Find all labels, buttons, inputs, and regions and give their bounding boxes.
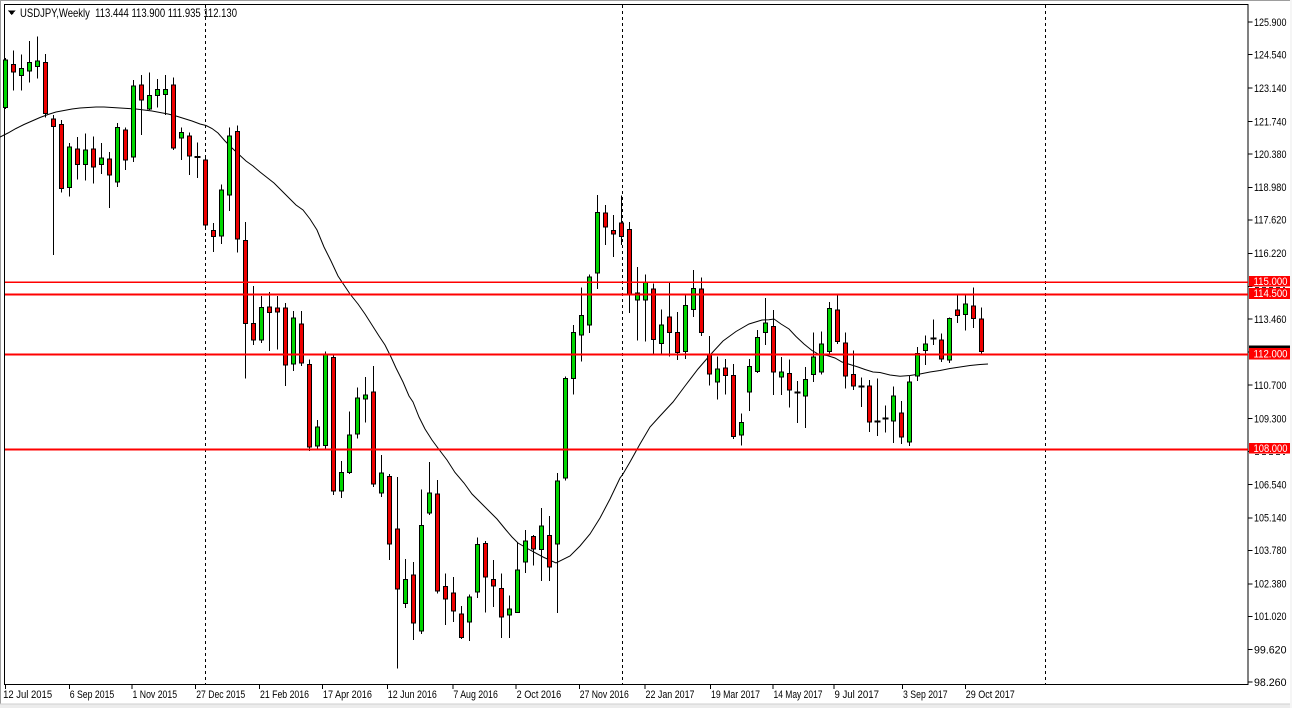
svg-text:14 May 2017: 14 May 2017	[774, 689, 823, 701]
svg-text:116.220: 116.220	[1254, 248, 1287, 260]
svg-text:125.900: 125.900	[1254, 17, 1287, 29]
svg-text:120.380: 120.380	[1254, 149, 1287, 161]
svg-text:27 Dec 2015: 27 Dec 2015	[196, 689, 245, 701]
svg-text:106.540: 106.540	[1254, 479, 1287, 491]
svg-text:19 Mar 2017: 19 Mar 2017	[711, 689, 760, 701]
svg-text:112.000: 112.000	[1254, 349, 1288, 361]
svg-text:113.460: 113.460	[1254, 314, 1287, 326]
svg-text:110.700: 110.700	[1254, 380, 1287, 392]
svg-text:12 Jul 2015: 12 Jul 2015	[3, 689, 52, 701]
svg-text:101.020: 101.020	[1254, 611, 1287, 623]
svg-text:117.620: 117.620	[1254, 215, 1287, 227]
svg-text:109.300: 109.300	[1254, 413, 1287, 425]
svg-text:22 Jan 2017: 22 Jan 2017	[646, 689, 695, 701]
svg-text:124.540: 124.540	[1254, 50, 1287, 62]
svg-text:121.740: 121.740	[1254, 116, 1287, 128]
svg-text:114.500: 114.500	[1254, 288, 1288, 300]
svg-text:103.780: 103.780	[1254, 545, 1287, 557]
svg-text:108.000: 108.000	[1254, 443, 1288, 455]
svg-text:21 Feb 2016: 21 Feb 2016	[260, 689, 309, 701]
svg-text:2 Oct 2016: 2 Oct 2016	[517, 689, 562, 701]
svg-text:99.620: 99.620	[1254, 645, 1287, 657]
svg-text:12 Jun 2016: 12 Jun 2016	[388, 689, 437, 701]
svg-text:6 Sep 2015: 6 Sep 2015	[70, 689, 115, 701]
svg-text:17 Apr 2016: 17 Apr 2016	[323, 689, 372, 701]
svg-text:1 Nov 2015: 1 Nov 2015	[133, 689, 178, 701]
svg-text:29 Oct 2017: 29 Oct 2017	[966, 689, 1015, 701]
svg-text:3 Sep 2017: 3 Sep 2017	[903, 689, 948, 701]
svg-text:7 Aug 2016: 7 Aug 2016	[453, 689, 498, 701]
svg-text:105.140: 105.140	[1254, 513, 1287, 525]
svg-text:123.140: 123.140	[1254, 83, 1287, 95]
svg-text:USDJPY,Weekly 113.444 113.900: USDJPY,Weekly 113.444 113.900 111.935 11…	[20, 6, 237, 20]
svg-text:9 Jul 2017: 9 Jul 2017	[834, 689, 879, 701]
svg-text:27 Nov 2016: 27 Nov 2016	[580, 689, 629, 701]
svg-text:98.260: 98.260	[1254, 677, 1287, 689]
svg-text:115.000: 115.000	[1254, 276, 1288, 288]
svg-text:102.380: 102.380	[1254, 579, 1287, 591]
svg-text:118.980: 118.980	[1254, 182, 1287, 194]
